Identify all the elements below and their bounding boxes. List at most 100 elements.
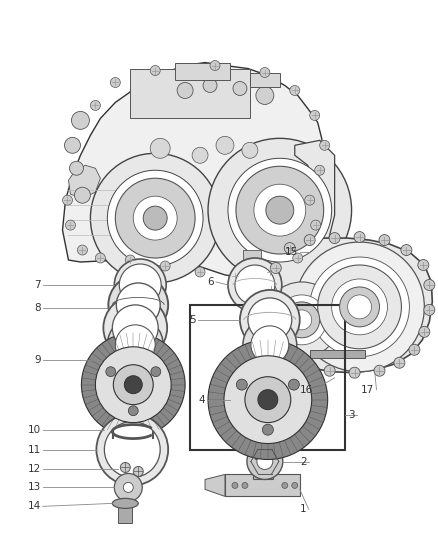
Circle shape [228, 158, 332, 262]
Circle shape [311, 220, 321, 230]
Circle shape [277, 295, 327, 345]
Circle shape [256, 86, 274, 104]
Circle shape [151, 367, 161, 377]
Text: 6: 6 [207, 277, 214, 287]
Circle shape [349, 367, 360, 378]
Circle shape [110, 77, 120, 87]
Circle shape [113, 365, 153, 405]
Circle shape [64, 138, 81, 154]
Circle shape [284, 243, 295, 254]
Circle shape [133, 196, 177, 240]
Circle shape [150, 139, 170, 158]
Text: 12: 12 [27, 464, 41, 474]
Circle shape [270, 263, 281, 273]
Ellipse shape [112, 498, 138, 508]
Circle shape [424, 279, 435, 290]
Circle shape [242, 482, 248, 488]
Text: 2: 2 [300, 457, 307, 467]
Circle shape [103, 296, 167, 360]
Circle shape [230, 271, 240, 281]
Circle shape [95, 253, 106, 263]
Circle shape [119, 264, 161, 306]
Bar [255, 448, 271, 459]
Text: 10: 10 [28, 425, 41, 434]
Text: 7: 7 [34, 280, 41, 290]
Text: 5: 5 [190, 315, 196, 325]
Circle shape [117, 283, 160, 327]
Circle shape [418, 260, 429, 270]
Bar [253, 455, 273, 480]
Circle shape [295, 242, 424, 372]
Bar [250, 72, 280, 87]
Circle shape [90, 100, 100, 110]
Circle shape [125, 255, 135, 265]
Circle shape [293, 253, 303, 263]
Circle shape [248, 298, 292, 342]
Bar [130, 69, 250, 118]
Circle shape [419, 326, 430, 337]
Circle shape [70, 161, 83, 175]
Circle shape [228, 258, 282, 312]
Circle shape [292, 482, 298, 488]
Circle shape [348, 295, 371, 319]
Circle shape [320, 140, 330, 150]
Text: 15: 15 [285, 247, 298, 257]
Text: 3: 3 [348, 410, 355, 419]
Circle shape [424, 304, 435, 316]
Text: 1: 1 [300, 504, 307, 514]
Circle shape [236, 166, 324, 254]
Circle shape [107, 170, 203, 266]
Bar [175, 62, 230, 80]
Circle shape [124, 482, 133, 492]
Bar [225, 474, 300, 496]
Circle shape [310, 110, 320, 120]
Circle shape [305, 195, 314, 205]
Circle shape [257, 454, 273, 470]
Circle shape [115, 178, 195, 258]
Text: 11: 11 [27, 445, 41, 455]
Circle shape [192, 147, 208, 163]
Circle shape [247, 443, 283, 480]
Text: 14: 14 [27, 502, 41, 511]
Bar [190, 305, 345, 449]
Circle shape [318, 265, 401, 349]
Circle shape [262, 306, 273, 317]
Bar [310, 350, 364, 358]
Circle shape [106, 367, 116, 377]
Circle shape [310, 257, 410, 357]
Bar [243, 250, 261, 262]
Circle shape [258, 390, 278, 410]
Text: 4: 4 [198, 394, 205, 405]
Circle shape [332, 279, 388, 335]
Circle shape [143, 206, 167, 230]
Circle shape [264, 282, 339, 358]
Circle shape [95, 347, 171, 423]
Text: 13: 13 [27, 482, 41, 492]
Circle shape [299, 359, 310, 370]
Circle shape [124, 376, 142, 394]
Circle shape [282, 482, 288, 488]
Circle shape [290, 85, 300, 95]
Polygon shape [68, 165, 100, 198]
Circle shape [112, 305, 158, 351]
Circle shape [401, 245, 412, 255]
Circle shape [329, 232, 340, 244]
Text: 8: 8 [34, 303, 41, 313]
Circle shape [240, 290, 300, 350]
Text: 9: 9 [34, 355, 41, 365]
Bar [118, 503, 132, 523]
Circle shape [208, 340, 328, 459]
Circle shape [379, 235, 390, 246]
Ellipse shape [114, 499, 136, 507]
Circle shape [278, 346, 289, 357]
Polygon shape [205, 474, 225, 496]
Circle shape [245, 377, 291, 423]
Text: 16: 16 [300, 385, 313, 394]
Polygon shape [268, 238, 432, 373]
Circle shape [262, 424, 273, 435]
Circle shape [114, 259, 166, 311]
Circle shape [114, 473, 142, 502]
Circle shape [108, 275, 168, 335]
Circle shape [354, 232, 365, 243]
Circle shape [288, 379, 299, 390]
